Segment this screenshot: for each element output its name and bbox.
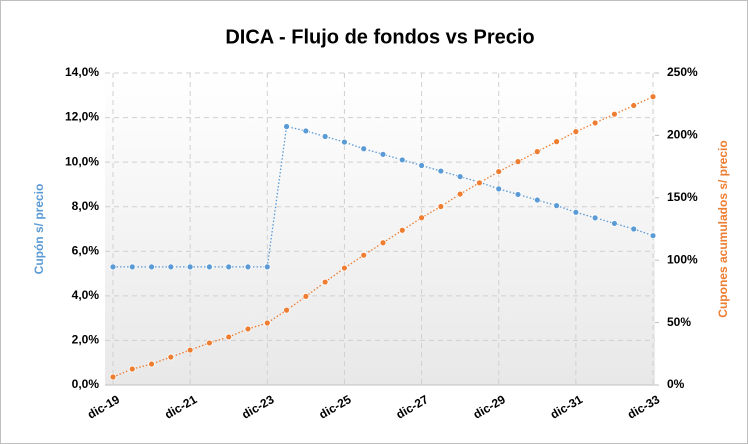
point-marker bbox=[379, 150, 387, 158]
point-marker bbox=[437, 203, 445, 210]
y2-tick-label: 0% bbox=[667, 377, 685, 391]
y2-tick-label: 250% bbox=[667, 65, 698, 79]
point-marker bbox=[533, 148, 541, 156]
point-marker bbox=[398, 156, 406, 164]
point-marker bbox=[206, 263, 213, 271]
point-marker bbox=[572, 208, 580, 216]
point-marker bbox=[167, 263, 175, 271]
point-marker bbox=[495, 168, 503, 175]
point-marker bbox=[302, 127, 310, 135]
point-marker bbox=[283, 123, 290, 130]
point-marker bbox=[128, 263, 136, 271]
point-marker bbox=[206, 339, 213, 347]
point-marker bbox=[360, 145, 368, 153]
y-tick-label: 14,0% bbox=[65, 65, 99, 79]
series-line bbox=[112, 96, 654, 378]
point-marker bbox=[611, 220, 618, 227]
point-marker bbox=[283, 306, 290, 314]
point-marker bbox=[263, 263, 271, 271]
y-tick-label: 0,0% bbox=[72, 377, 100, 391]
point-marker bbox=[109, 263, 117, 271]
point-marker bbox=[437, 167, 445, 175]
point-marker bbox=[302, 292, 310, 300]
point-marker bbox=[128, 365, 136, 373]
point-marker bbox=[649, 93, 657, 101]
point-marker bbox=[186, 346, 194, 354]
point-marker bbox=[553, 138, 560, 146]
point-marker bbox=[398, 226, 406, 234]
y-tick-label: 8,0% bbox=[72, 199, 100, 213]
point-marker bbox=[418, 214, 425, 222]
point-marker bbox=[649, 232, 657, 240]
point-marker bbox=[263, 319, 271, 327]
y-axis-label: Cupón s/ precio bbox=[32, 184, 46, 275]
point-marker bbox=[244, 325, 252, 333]
point-marker bbox=[514, 191, 522, 198]
point-marker bbox=[360, 251, 368, 259]
point-marker bbox=[148, 263, 155, 271]
point-marker bbox=[553, 202, 560, 210]
point-marker bbox=[186, 263, 194, 271]
point-marker bbox=[109, 373, 117, 381]
point-marker bbox=[611, 110, 618, 118]
point-marker bbox=[225, 333, 233, 341]
y2-tick-label: 200% bbox=[667, 128, 698, 142]
point-marker bbox=[167, 353, 175, 361]
point-marker bbox=[495, 185, 503, 193]
point-marker bbox=[533, 196, 541, 204]
point-marker bbox=[321, 133, 329, 140]
point-marker bbox=[572, 128, 580, 136]
y2-tick-label: 100% bbox=[667, 252, 698, 266]
point-marker bbox=[321, 278, 329, 286]
point-marker bbox=[418, 162, 425, 169]
y-tick-label: 4,0% bbox=[72, 288, 100, 302]
point-marker bbox=[225, 263, 233, 271]
point-marker bbox=[476, 179, 483, 187]
y-tick-label: 2,0% bbox=[72, 333, 100, 347]
y-tick-label: 12,0% bbox=[65, 110, 99, 124]
point-marker bbox=[456, 173, 464, 181]
point-marker bbox=[244, 263, 252, 271]
point-marker bbox=[379, 239, 387, 247]
y-tick-label: 10,0% bbox=[65, 154, 99, 168]
point-marker bbox=[341, 138, 348, 146]
y2-tick-label: 50% bbox=[667, 315, 691, 329]
chart-title: DICA - Flujo de fondos vs Precio bbox=[225, 26, 534, 48]
point-marker bbox=[456, 190, 464, 198]
point-marker bbox=[514, 158, 522, 166]
point-marker bbox=[341, 264, 348, 272]
y-tick-label: 6,0% bbox=[72, 243, 100, 257]
point-marker bbox=[630, 102, 638, 109]
plot-area bbox=[105, 73, 655, 385]
y2-axis-label: Cupones acumulados s/ precio bbox=[716, 140, 730, 317]
point-marker bbox=[630, 225, 638, 233]
y2-tick-label: 150% bbox=[667, 190, 698, 204]
point-marker bbox=[591, 119, 599, 127]
point-marker bbox=[148, 360, 155, 368]
point-marker bbox=[591, 214, 599, 222]
